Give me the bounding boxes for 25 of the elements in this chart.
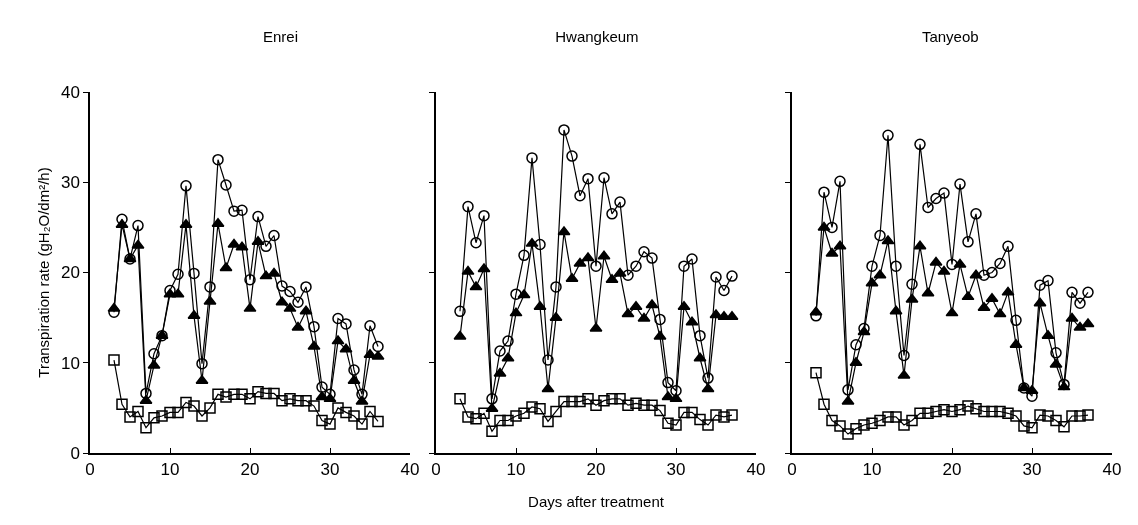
x-tick-label: 40	[746, 460, 766, 480]
x-tick-label: 40	[1102, 460, 1122, 480]
x-axis-title: Days after treatment	[528, 492, 665, 510]
x-tick-label: 30	[320, 460, 340, 480]
x-tick-label: 0	[85, 460, 95, 480]
chart-title: Enrei	[262, 28, 298, 45]
x-tick-label: 20	[586, 460, 606, 480]
y-tick-label: 20	[60, 263, 80, 283]
chart-title: Tanyeob	[921, 28, 979, 45]
x-tick-label: 40	[400, 460, 420, 480]
x-tick-label: 30	[666, 460, 686, 480]
chart-title: Hwangkeum	[555, 28, 639, 45]
y-tick-label: 30	[60, 173, 80, 193]
y-axis-title: Transpiration rate (gH₂O/dm²/h)	[34, 167, 52, 378]
x-tick-label: 10	[506, 460, 526, 480]
y-tick-label: 0	[70, 443, 80, 463]
x-tick-label: 20	[942, 460, 962, 480]
y-tick-label: 10	[60, 353, 80, 373]
x-tick-label: 20	[240, 460, 260, 480]
x-tick-label: 0	[431, 460, 441, 480]
x-tick-label: 10	[160, 460, 180, 480]
x-tick-label: 0	[787, 460, 797, 480]
y-tick-label: 40	[60, 82, 80, 102]
x-tick-label: 10	[862, 460, 882, 480]
x-tick-label: 30	[1022, 460, 1042, 480]
